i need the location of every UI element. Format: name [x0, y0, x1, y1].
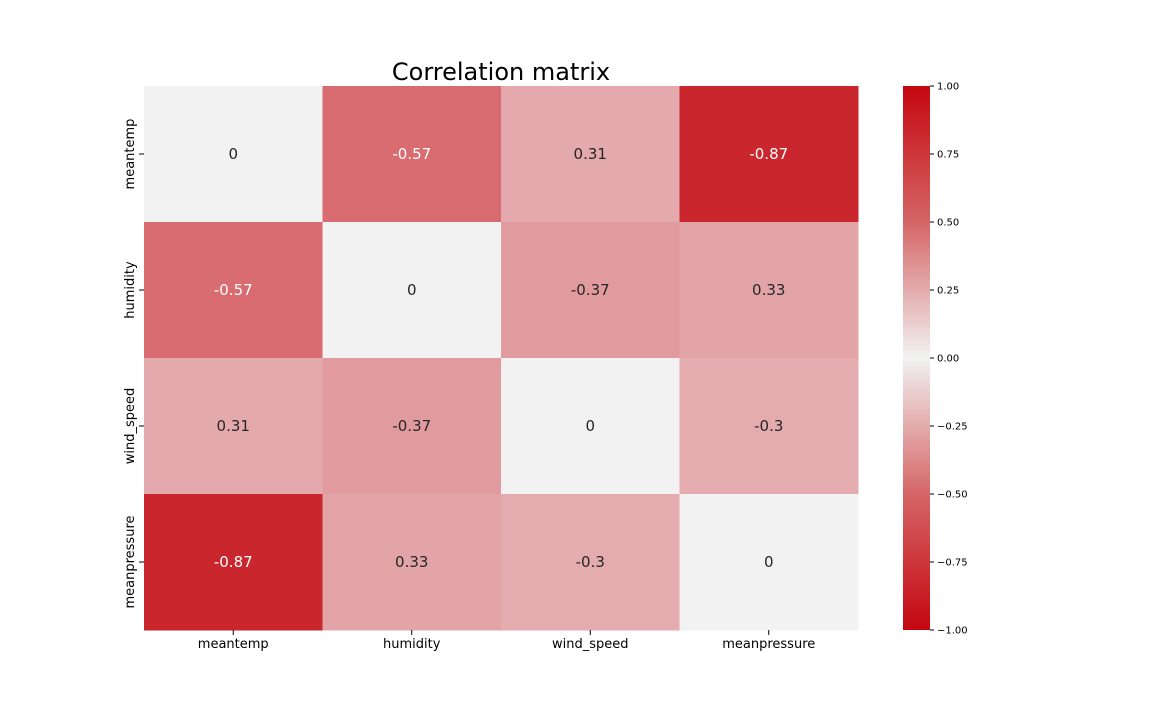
- x-tick-label: wind_speed: [552, 637, 629, 652]
- heatmap-cell: [144, 494, 323, 631]
- heatmap-cell: [501, 358, 680, 495]
- heatmap-cell: [501, 222, 680, 359]
- heatmap-cell: [679, 86, 859, 223]
- cell-value-label: -0.3: [576, 553, 605, 571]
- cell-value-label: 0: [228, 145, 238, 163]
- heatmap-cell: [322, 222, 502, 359]
- colorbar-tick-label: −0.50: [937, 490, 968, 501]
- y-tick-label: humidity: [123, 261, 138, 319]
- cell-value-label: 0: [764, 553, 774, 571]
- y-tick-label: meantemp: [123, 119, 138, 190]
- heatmap-cell: [322, 86, 502, 223]
- y-tick-label: meanpressure: [123, 515, 138, 608]
- cell-value-label: 0.33: [395, 553, 428, 571]
- cell-value-label: -0.87: [749, 145, 788, 163]
- x-tick-label: meanpressure: [722, 637, 815, 652]
- x-axis: meantemp humidity wind_speed meanpressure: [198, 630, 815, 652]
- heatmap-cell: [501, 86, 680, 223]
- heatmap-cell: [144, 86, 323, 223]
- colorbar-axis: 1.00 0.75 0.50 0.25 0.00 −0.25 −0.50 −0.75 −1.00: [930, 82, 968, 637]
- colorbar-tick-label: 0.25: [937, 286, 959, 297]
- cell-value-label: 0: [407, 281, 417, 299]
- colorbar-tick-label: −0.75: [937, 558, 968, 569]
- heatmap-cell: [679, 358, 859, 495]
- colorbar-tick-label: −0.25: [937, 422, 968, 433]
- y-tick-label: wind_speed: [123, 388, 138, 465]
- cell-value-label: -0.37: [392, 417, 431, 435]
- heatmap-cell: [679, 222, 859, 359]
- heatmap-cell: [144, 358, 323, 495]
- colorbar-tick-label: 0.50: [937, 218, 959, 229]
- cell-value-label: -0.57: [214, 281, 253, 299]
- x-tick-label: humidity: [383, 637, 441, 652]
- colorbar-tick-label: −1.00: [937, 626, 968, 637]
- cell-value-label: -0.3: [754, 417, 783, 435]
- colorbar-tick-label: 0.75: [937, 150, 959, 161]
- cell-value-label: 0: [585, 417, 595, 435]
- heatmap-cell: [144, 222, 323, 359]
- heatmap-cell: [501, 494, 680, 631]
- chart-title: Correlation matrix: [392, 58, 610, 86]
- colorbar-tick-label: 0.00: [937, 354, 959, 365]
- cell-value-label: 0.33: [752, 281, 785, 299]
- x-tick-label: meantemp: [198, 637, 269, 652]
- cell-value-label: -0.87: [214, 553, 253, 571]
- colorbar: [903, 86, 930, 630]
- colorbar-tick-label: 1.00: [937, 82, 959, 93]
- cell-value-label: 0.31: [217, 417, 250, 435]
- heatmap-cell: [322, 358, 502, 495]
- cell-value-label: 0.31: [574, 145, 607, 163]
- heatmap-cell: [322, 494, 502, 631]
- cell-value-label: -0.37: [571, 281, 610, 299]
- cell-value-label: -0.57: [392, 145, 431, 163]
- y-axis: meantemp humidity wind_speed meanpressure: [123, 119, 144, 609]
- heatmap-cells: 0 -0.57 0.31 -0.87 -0.57 0 -0.37 0.33 0.31 -0.37 0…: [144, 86, 859, 631]
- heatmap-cell: [679, 494, 859, 631]
